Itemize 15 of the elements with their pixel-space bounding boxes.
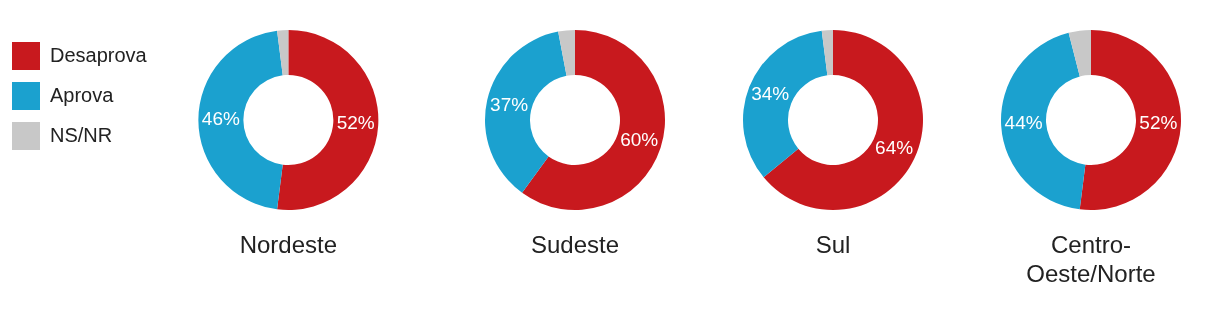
data-label: 52% <box>1139 112 1178 134</box>
data-label: 64% <box>875 136 914 158</box>
data-label: 52% <box>336 112 375 134</box>
data-label: 34% <box>751 83 790 105</box>
data-label: 44% <box>1004 112 1043 134</box>
data-label: 60% <box>620 129 659 151</box>
legend-label: NS/NR <box>50 123 113 146</box>
text: Centro- Oeste/Norte <box>1025 230 1157 288</box>
text: Nordeste <box>238 230 339 259</box>
text: Sudeste <box>529 230 621 259</box>
legend-label: Desaprova <box>50 43 148 66</box>
legend-label: Aprova <box>50 83 115 106</box>
data-label: 46% <box>201 108 240 130</box>
text: Sul <box>814 230 852 259</box>
data-label: 37% <box>490 93 529 115</box>
